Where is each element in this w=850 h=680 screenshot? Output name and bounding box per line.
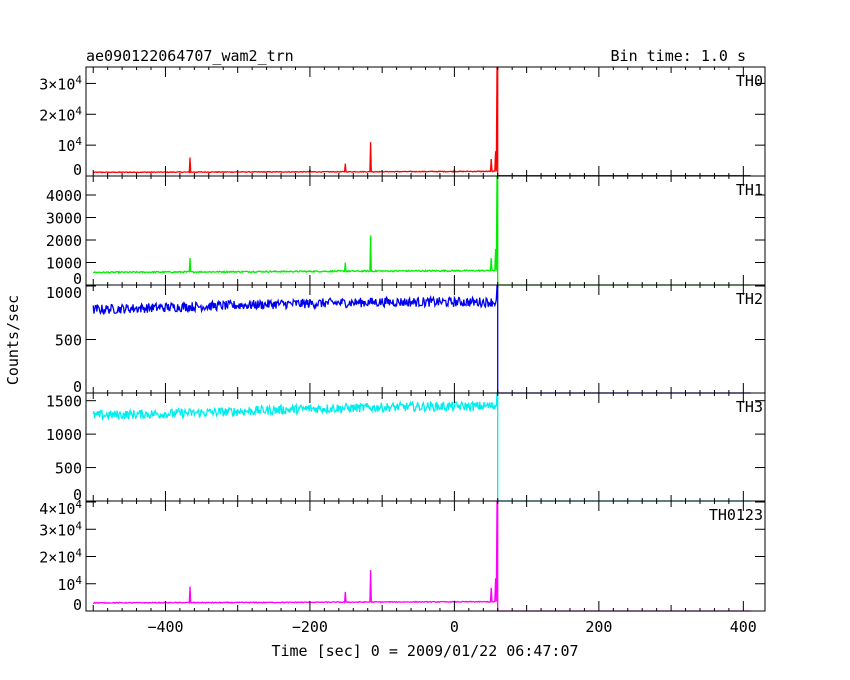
x-tick-label: 0 bbox=[450, 618, 459, 636]
y-tick-label: 1500 bbox=[46, 393, 82, 411]
y-tick-label: 4×104 bbox=[39, 498, 82, 518]
panel-name-label: TH0 bbox=[736, 72, 763, 90]
panel-frame bbox=[85, 500, 766, 612]
y-tick-label: 2×104 bbox=[39, 104, 82, 124]
panel-name-label: TH2 bbox=[736, 290, 763, 308]
y-axis-label: Counts/sec bbox=[4, 295, 22, 385]
x-tick-label: 400 bbox=[730, 618, 757, 636]
panel-name-label: TH0123 bbox=[709, 506, 763, 524]
series-line-th0123 bbox=[92, 501, 751, 612]
panel-th2: 0 500 1000 TH2 bbox=[46, 284, 766, 396]
x-tick-label: 200 bbox=[585, 618, 612, 636]
series-line-th2 bbox=[92, 285, 751, 394]
y-tick-label: 2×104 bbox=[39, 547, 82, 567]
y-tick-label: 3×104 bbox=[39, 73, 82, 93]
panel-th3: 0 500 1000 1500 TH3 bbox=[46, 392, 766, 504]
y-tick-label: 1000 bbox=[46, 255, 82, 273]
series-line-th3 bbox=[92, 393, 751, 502]
x-axis-label: Time [sec] 0 = 2009/01/22 06:47:07 bbox=[271, 642, 578, 660]
y-tick-label: 104 bbox=[57, 135, 82, 155]
x-tick-label: −400 bbox=[147, 618, 183, 636]
panel-name-label: TH1 bbox=[736, 181, 763, 199]
y-tick-label: 0 bbox=[73, 270, 82, 288]
panel-frame bbox=[85, 175, 766, 286]
y-tick-label: 0 bbox=[73, 596, 82, 614]
panel-name-label: TH3 bbox=[736, 398, 763, 416]
y-tick-label: 3×104 bbox=[39, 519, 82, 539]
bin-time-label: Bin time: 1.0 s bbox=[611, 47, 746, 65]
series-line-th0 bbox=[93, 67, 751, 177]
panel-frame bbox=[85, 66, 766, 177]
y-tick-label: 0 bbox=[73, 161, 82, 179]
y-tick-label: 4000 bbox=[46, 187, 82, 205]
chart-title: ae090122064707_wam2_trn bbox=[86, 47, 294, 65]
series-line-th1 bbox=[93, 176, 751, 286]
y-tick-label: 0 bbox=[73, 486, 82, 504]
x-tick-label: −200 bbox=[292, 618, 328, 636]
y-tick-label: 3000 bbox=[46, 210, 82, 228]
y-tick-label: 1000 bbox=[46, 284, 82, 302]
y-tick-label: 500 bbox=[55, 332, 82, 350]
y-tick-label: 500 bbox=[55, 460, 82, 478]
y-tick-label: 0 bbox=[73, 378, 82, 396]
panel-th0: 0 104 2×104 3×104 TH0 bbox=[39, 66, 766, 179]
x-tick-labels: −400 −200 0 200 400 bbox=[147, 618, 756, 636]
y-tick-label: 1000 bbox=[46, 426, 82, 444]
y-tick-label: 2000 bbox=[46, 232, 82, 250]
y-tick-label: 104 bbox=[57, 574, 82, 594]
